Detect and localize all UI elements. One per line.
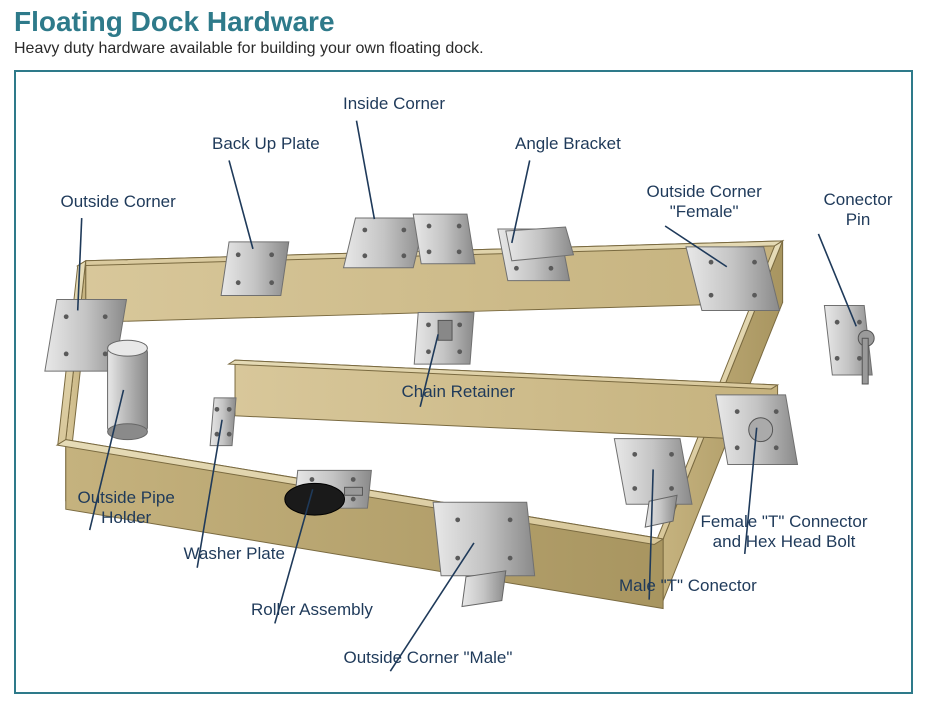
callout-outside-corner: Outside Corner xyxy=(61,192,176,212)
callout-outside-pipe-holder: Outside Pipe Holder xyxy=(78,488,175,527)
diagram-frame: Inside Corner Back Up Plate Angle Bracket O… xyxy=(14,70,913,694)
callout-back-up-plate: Back Up Plate xyxy=(212,134,320,154)
callout-washer-plate: Washer Plate xyxy=(184,544,285,564)
callout-chain-retainer: Chain Retainer xyxy=(402,382,515,402)
callout-angle-bracket: Angle Bracket xyxy=(515,134,621,154)
callout-roller-assembly: Roller Assembly xyxy=(251,600,373,620)
callout-outside-corner-male: Outside Corner "Male" xyxy=(344,648,513,668)
page-subtitle: Heavy duty hardware available for buildi… xyxy=(0,38,927,68)
callout-connector-pin: Conector Pin xyxy=(824,190,893,229)
callout-male-t-connector: Male "T" Conector xyxy=(619,576,757,596)
callout-female-t-connector: Female "T" Connector and Hex Head Bolt xyxy=(701,512,868,551)
callout-inside-corner: Inside Corner xyxy=(343,94,445,114)
page-title: Floating Dock Hardware xyxy=(0,0,927,38)
callout-outside-corner-female: Outside Corner "Female" xyxy=(647,182,762,221)
